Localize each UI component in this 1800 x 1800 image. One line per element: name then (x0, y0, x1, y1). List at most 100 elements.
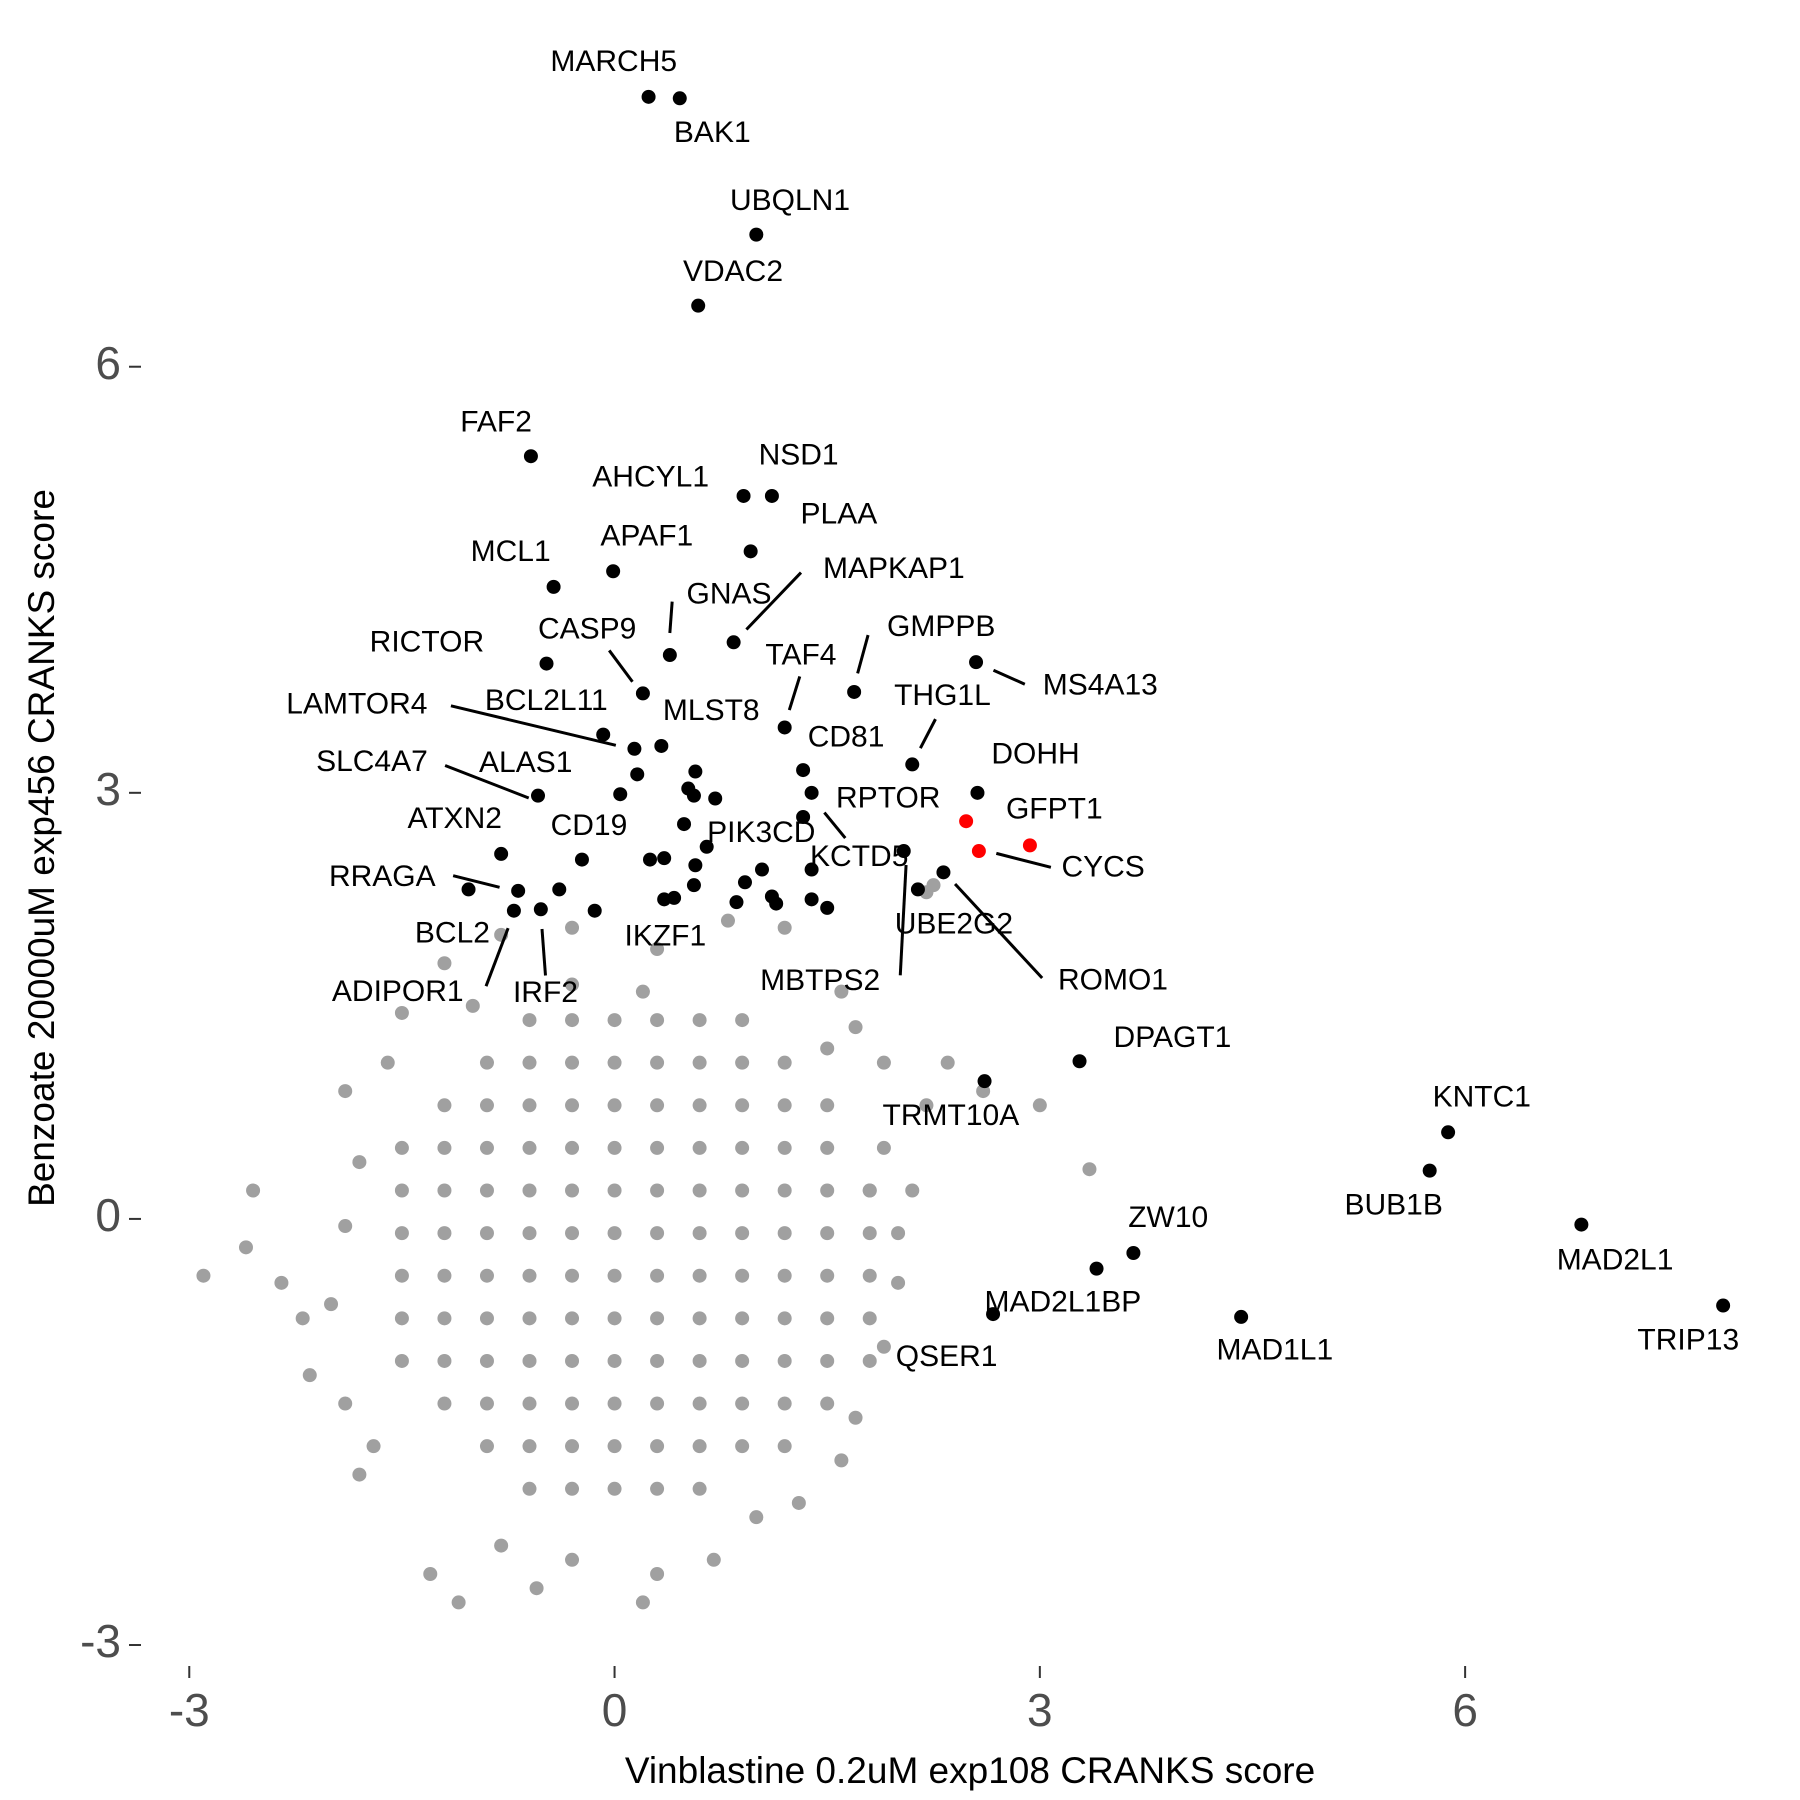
point (565, 1439, 580, 1454)
point (699, 839, 714, 854)
point (804, 862, 819, 877)
point (820, 1396, 835, 1411)
point (274, 1275, 289, 1290)
leader-line (823, 811, 847, 840)
point (777, 1055, 792, 1070)
point-label: QSER1 (896, 1340, 998, 1373)
point (905, 1183, 920, 1198)
point (394, 1311, 409, 1326)
point-label: CD19 (551, 809, 628, 842)
point (522, 1311, 537, 1326)
point (848, 1410, 863, 1425)
point (986, 1307, 1001, 1322)
point-label: ATXN2 (407, 802, 501, 835)
point (736, 488, 751, 503)
point-label: MARCH5 (550, 45, 677, 78)
point (706, 1552, 721, 1567)
point (650, 1013, 665, 1028)
point-label: ADIPOR1 (332, 975, 464, 1008)
point-label: FAF2 (460, 406, 532, 439)
point (910, 882, 925, 897)
point (834, 1453, 849, 1468)
point (522, 1226, 537, 1241)
point (565, 977, 580, 992)
point-label: APAF1 (600, 519, 693, 552)
point (848, 1020, 863, 1035)
point (650, 1396, 665, 1411)
point (338, 1219, 353, 1234)
point (672, 91, 687, 106)
point (891, 1226, 906, 1241)
point (394, 1005, 409, 1020)
point (940, 1055, 955, 1070)
point-label: ZW10 (1128, 1201, 1208, 1234)
x-axis-title: Vinblastine 0.2uM exp108 CRANKS score (625, 1750, 1315, 1791)
point (479, 1140, 494, 1155)
point-label: UBQLN1 (730, 184, 850, 217)
point (437, 1268, 452, 1283)
point (196, 1268, 211, 1283)
point (552, 882, 567, 897)
point (735, 1226, 750, 1241)
point (324, 1297, 339, 1312)
leader-line (898, 864, 908, 976)
point (650, 942, 665, 957)
point (691, 298, 706, 313)
point (479, 1268, 494, 1283)
point (479, 1226, 494, 1241)
point (437, 1311, 452, 1326)
point (522, 1055, 537, 1070)
point (777, 920, 792, 935)
point (692, 1439, 707, 1454)
point-label: BCL2 (415, 917, 490, 950)
point (1089, 1261, 1104, 1276)
point-label: MAPKAP1 (823, 552, 965, 585)
point-label: CD81 (808, 721, 885, 754)
leader-line (919, 718, 937, 749)
point (804, 892, 819, 907)
point (479, 1183, 494, 1198)
point (437, 1396, 452, 1411)
leader-line (856, 634, 870, 674)
point (777, 720, 792, 735)
point (546, 579, 561, 594)
point (735, 1268, 750, 1283)
point (596, 727, 611, 742)
point (607, 1353, 622, 1368)
point (565, 1226, 580, 1241)
point (1422, 1163, 1437, 1178)
point-label: IKZF1 (624, 920, 706, 953)
point (692, 1055, 707, 1070)
point (479, 1396, 494, 1411)
point (494, 846, 509, 861)
point (1072, 1054, 1087, 1069)
point (607, 1055, 622, 1070)
point-label: KCTD5 (810, 840, 908, 873)
point (735, 1183, 750, 1198)
point (394, 1226, 409, 1241)
point-label: BCL2L11 (485, 684, 608, 717)
point (565, 1353, 580, 1368)
point (302, 1368, 317, 1383)
point (735, 1311, 750, 1326)
point (437, 1183, 452, 1198)
point (522, 1439, 537, 1454)
point (522, 1481, 537, 1496)
point (777, 1439, 792, 1454)
point (749, 227, 764, 242)
y-axis-title: Benzoate 20000uM exp456 CRANKS score (21, 489, 62, 1207)
point (465, 998, 480, 1013)
point (796, 763, 811, 778)
point (686, 788, 701, 803)
leader-line (995, 851, 1052, 869)
point (437, 1098, 452, 1113)
point-label: NSD1 (759, 438, 839, 471)
point (862, 1353, 877, 1368)
point (820, 1098, 835, 1113)
point (522, 1268, 537, 1283)
point (522, 1396, 537, 1411)
point (627, 741, 642, 756)
point (726, 635, 741, 650)
point (820, 1311, 835, 1326)
point (607, 1396, 622, 1411)
